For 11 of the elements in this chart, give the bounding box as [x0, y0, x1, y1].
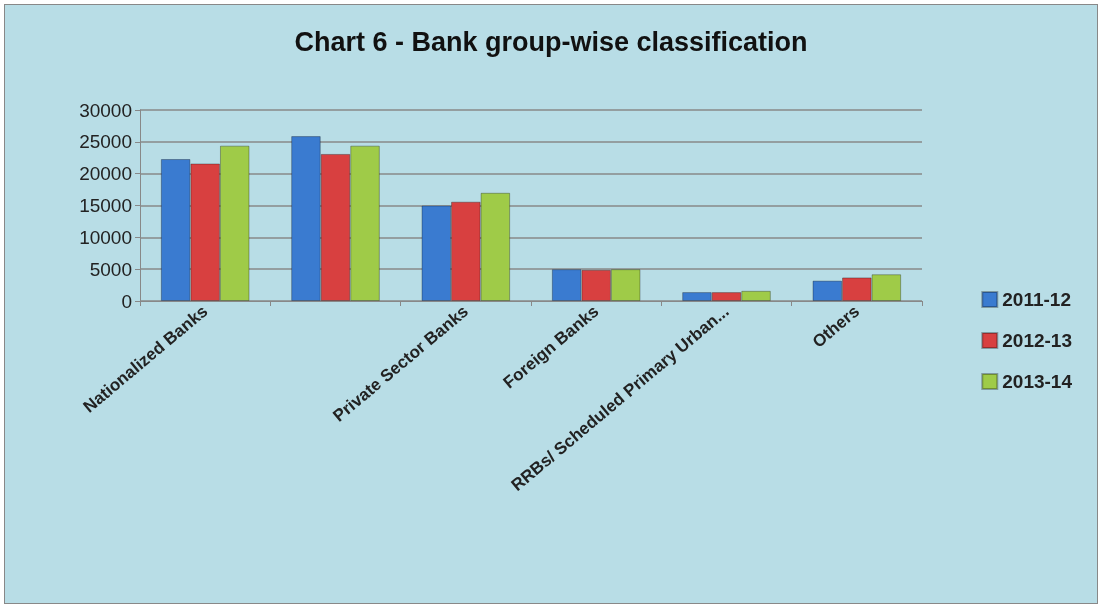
legend-label: 2011-12 [1002, 289, 1071, 310]
y-tick-label: 5000 [89, 258, 132, 280]
y-tick-label: 15000 [79, 195, 132, 216]
legend-label: 2012-13 [1002, 330, 1073, 351]
y-tick-label: 20000 [79, 163, 132, 185]
y-tick-label: 0 [121, 290, 132, 312]
y-tick-label: 25000 [79, 131, 132, 153]
chart-title: Chart 6 - Bank group-wise classification [294, 26, 808, 57]
y-tick-label: 10000 [79, 226, 132, 248]
y-tick-label: 30000 [79, 99, 132, 121]
legend-label: 2013-14 [1002, 371, 1073, 392]
